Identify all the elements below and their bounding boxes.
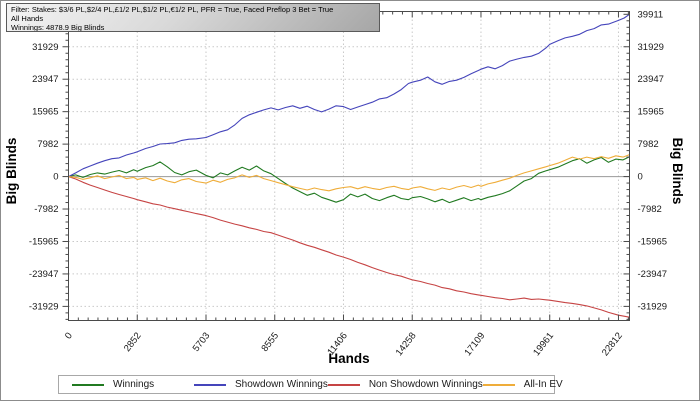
legend-item-non-showdown-winnings: Non Showdown Winnings [327,379,483,390]
all-in-ev-line-swatch [482,383,515,386]
svg-text:0: 0 [63,331,75,342]
svg-text:31929: 31929 [32,42,58,53]
svg-text:0: 0 [53,172,58,183]
svg-text:23947: 23947 [32,74,58,85]
svg-text:-7982: -7982 [34,204,58,215]
svg-text:-31929: -31929 [638,301,668,312]
series-line-winnings [68,156,630,204]
winnings-line-swatch [72,383,104,386]
svg-text:8555: 8555 [259,331,281,354]
svg-text:7982: 7982 [37,139,58,150]
y-axis-title-right: Big Blinds [670,138,685,205]
svg-text:-15965: -15965 [638,236,668,247]
svg-text:-31929: -31929 [29,301,59,312]
svg-text:23947: 23947 [638,74,664,85]
svg-text:31929: 31929 [638,42,664,53]
chart-legend: Winnings Showdown Winnings Non Showdown … [58,375,563,394]
axis-titles: Big Blinds Big Blinds Hands [4,138,685,366]
hands-scope-line: All Hands [11,14,44,24]
svg-text:2852: 2852 [122,331,144,354]
series-line-all-in-ev [68,154,630,192]
filter-info-box: Filter: Stakes: $3/6 PL,$2/4 PL,£1/2 PL,… [6,3,380,32]
svg-text:22812: 22812 [600,331,625,359]
axis-tick-labels: 3991139911319293192923947239471596515965… [29,9,667,358]
svg-text:5703: 5703 [191,331,213,354]
legend-label: Non Showdown Winnings [368,379,483,390]
winnings-total-line: Winnings: 4878.9 Big Blinds [11,23,105,32]
svg-text:19961: 19961 [531,331,556,359]
svg-text:15965: 15965 [32,107,58,118]
series-line-non-showdown-winnings [68,176,630,318]
svg-text:15965: 15965 [638,107,664,118]
legend-item-showdown-winnings: Showdown Winnings [194,379,328,390]
non-showdown-winnings-line-swatch [327,383,360,386]
legend-label: Winnings [113,379,155,390]
svg-text:17109: 17109 [462,331,487,359]
svg-text:7982: 7982 [638,139,659,150]
legend-label: Showdown Winnings [235,379,328,390]
legend-item-all-in-ev: All-In EV [482,379,563,390]
gridlines [68,11,630,321]
x-axis-title: Hands [328,351,369,366]
svg-text:-23947: -23947 [29,269,59,280]
svg-text:0: 0 [638,172,643,183]
svg-text:14258: 14258 [394,331,419,359]
y-axis-title-left: Big Blinds [4,138,19,205]
svg-text:-23947: -23947 [638,269,668,280]
svg-text:-15965: -15965 [29,236,59,247]
legend-item-winnings: Winnings [72,379,194,390]
filter-summary-line: Filter: Stakes: $3/6 PL,$2/4 PL,£1/2 PL,… [11,5,334,14]
svg-text:-7982: -7982 [638,204,662,215]
showdown-winnings-line-swatch [194,383,226,386]
legend-label: All-In EV [523,379,563,390]
series-line-showdown-winnings [68,13,630,178]
svg-text:39911: 39911 [638,9,664,20]
